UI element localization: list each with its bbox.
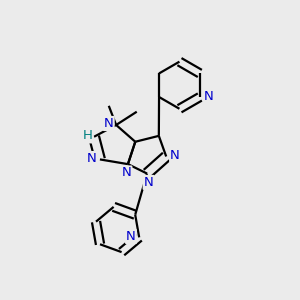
Text: N: N [204,90,214,103]
Text: N: N [126,230,136,243]
Text: N: N [104,117,114,130]
Text: N: N [122,167,131,179]
Text: N: N [144,176,153,189]
Text: N: N [170,149,180,162]
Text: H: H [82,129,92,142]
Text: N: N [87,152,97,165]
